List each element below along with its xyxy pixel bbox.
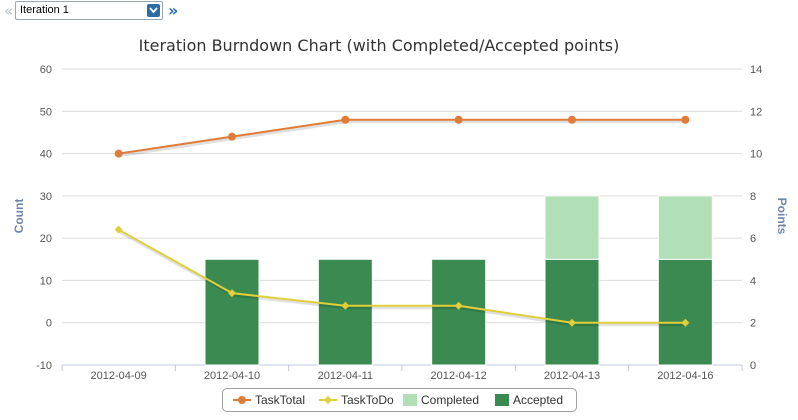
accepted-swatch-icon [495,394,509,406]
tasktodo-point [681,318,690,327]
x-tick-label: 2012-04-11 [318,370,373,382]
tasktotal-point [681,115,690,124]
tasktodo-point [454,301,463,310]
tasktotal-point [228,132,236,141]
iteration-select[interactable]: Iteration 1 [15,1,163,20]
y-left-tick-label: 0 [46,318,52,330]
legend-label-tasktodo: TaskToDo [341,393,394,407]
legend-label-tasktotal: TaskTotal [255,393,306,407]
y-left-tick-label: 20 [40,233,52,245]
bar-completed [544,195,600,260]
tasktodo-line [118,228,686,324]
y-left-tick-label: 10 [40,275,52,287]
tasktotal-point [454,115,463,124]
bar-accepted [657,258,713,366]
tasktotal-point [114,149,123,158]
bar-completed [657,195,713,260]
tasktodo-point [114,225,123,234]
completed-swatch-icon [403,394,417,406]
x-tick-label: 2012-04-13 [544,370,600,382]
iteration-value: Iteration 1 [20,4,69,16]
tasktodo-point [341,301,350,310]
tasktotal-point [341,115,350,124]
legend-item-completed[interactable]: Completed [403,389,479,411]
legend-label-completed: Completed [421,393,480,407]
legend-item-accepted[interactable]: Accepted [495,389,563,411]
tasktodo-point [568,318,576,327]
y-right-tick-label: 0 [750,360,756,372]
iteration-toolbar: « Iteration 1 » [0,0,200,24]
y-left-tick-label: -10 [36,360,52,372]
next-iteration-button[interactable]: » [168,1,179,20]
y-right-tick-label: 4 [750,275,756,287]
chevron-down-icon[interactable] [147,4,160,17]
x-tick-label: 2012-04-12 [431,370,487,382]
chart-title: Iteration Burndown Chart (with Completed… [139,36,620,55]
y-right-tick-label: 2 [750,318,756,330]
legend-label-accepted: Accepted [513,393,564,407]
y-axis-left-title: Count [12,199,26,234]
y-left-tick-label: 40 [40,149,52,161]
y-right-tick-label: 14 [750,64,762,76]
y-right-tick-label: 8 [750,191,756,203]
tasktotal-point [568,115,576,124]
legend-item-tasktodo[interactable]: TaskToDo [319,389,394,411]
previous-iteration-button[interactable]: « [4,2,14,20]
y-left-tick-label: 60 [40,64,52,76]
tasktodo-point [228,289,236,298]
tasktodo-line-shadow [118,230,687,327]
tasktotal-line [118,118,686,155]
circle-line-icon [233,396,251,404]
bar-accepted [317,258,373,366]
chart-legend: TaskTotal TaskToDo Completed Accepted [222,388,577,412]
x-tick-label: 2012-04-10 [204,370,260,382]
diamond-line-icon [319,396,337,404]
y-axis-right-title: Points [775,198,789,235]
bar-accepted [431,258,487,366]
legend-item-tasktotal[interactable]: TaskTotal [233,389,305,411]
y-right-tick-label: 10 [750,149,762,161]
x-tick-label: 2012-04-16 [657,370,713,382]
y-right-tick-label: 12 [750,106,762,118]
y-left-tick-label: 30 [40,191,52,203]
y-right-tick-label: 6 [750,233,756,245]
x-tick-label: 2012-04-09 [91,370,147,382]
tasktotal-line-shadow [119,120,687,158]
bar-accepted [544,258,600,366]
bar-accepted [204,258,260,366]
y-left-tick-label: 50 [40,106,52,118]
